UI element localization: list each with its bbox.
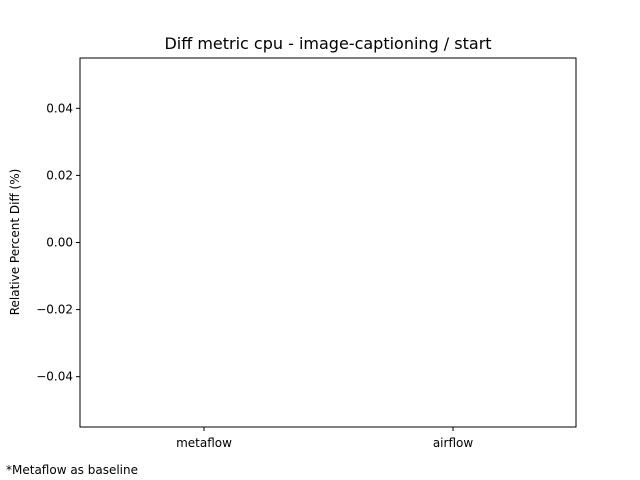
y-tick-label: −0.02: [36, 303, 73, 317]
y-axis: 0.04 0.02 0.00 −0.02 −0.04: [36, 101, 80, 384]
y-axis-label: Relative Percent Diff (%): [8, 169, 22, 316]
y-tick-label: 0.02: [46, 168, 73, 182]
plot-area-frame: [79, 57, 577, 428]
chart-title: Diff metric cpu - image-captioning / sta…: [164, 34, 491, 53]
footnote: *Metaflow as baseline: [6, 463, 138, 477]
x-tick-label-airflow: airflow: [433, 436, 474, 450]
x-tick-label-metaflow: metaflow: [176, 436, 232, 450]
y-tick-label: 0.04: [46, 101, 73, 115]
x-axis: metaflow airflow: [176, 427, 473, 450]
y-tick-label: 0.00: [46, 236, 73, 250]
y-tick-label: −0.04: [36, 370, 73, 384]
